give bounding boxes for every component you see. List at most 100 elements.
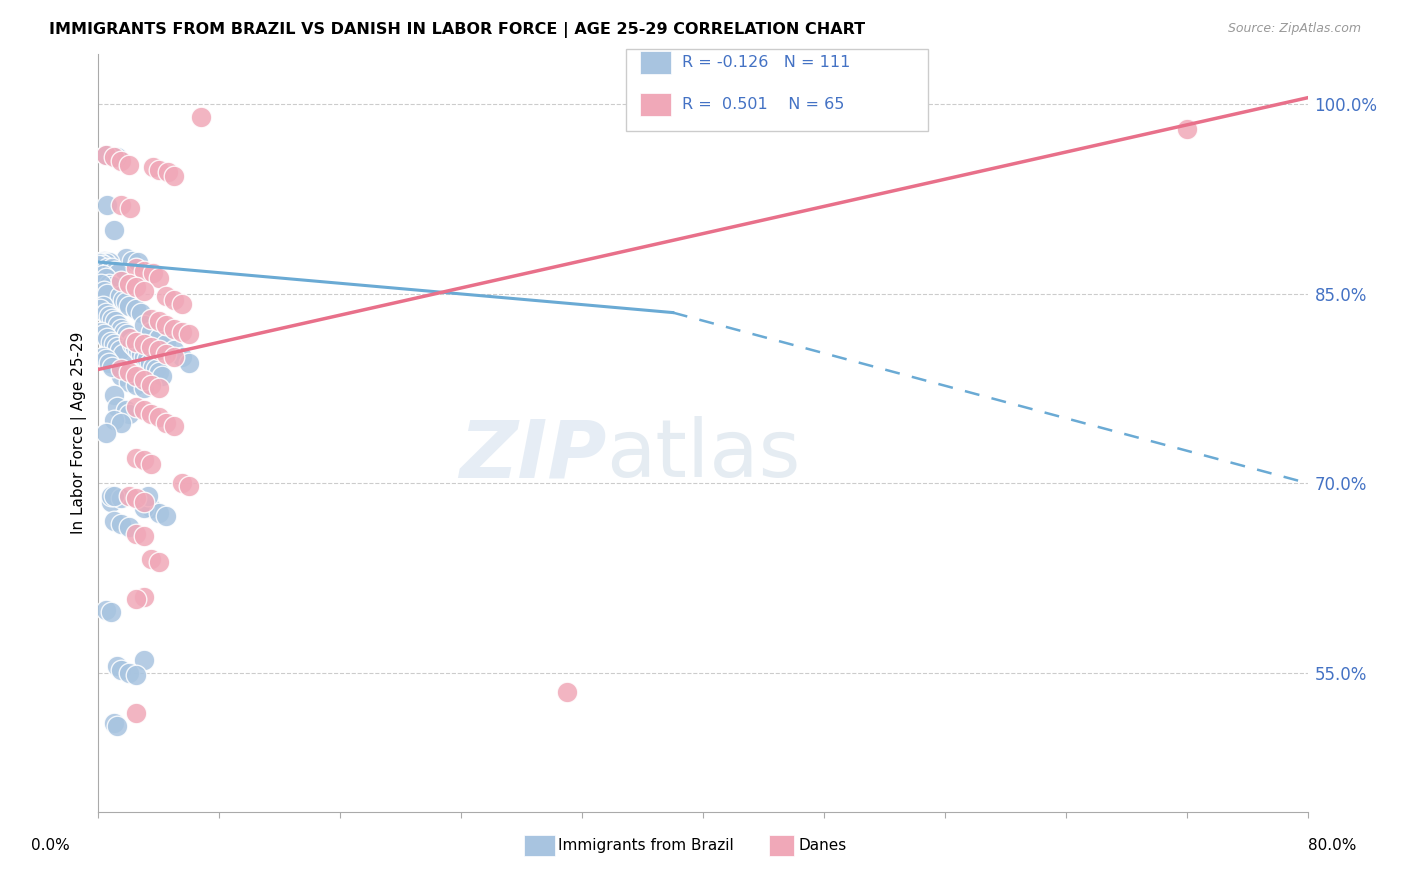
Point: [163, 343, 186, 358]
Point: [163, 293, 186, 307]
Point: [114, 403, 136, 417]
Point: [108, 289, 131, 303]
Point: [170, 350, 193, 364]
Point: [110, 153, 132, 168]
Point: [129, 347, 152, 361]
Point: [107, 318, 129, 333]
Point: [125, 592, 148, 607]
Point: [150, 368, 173, 383]
Point: [96, 331, 118, 345]
Text: atlas: atlas: [606, 417, 800, 494]
Point: [105, 719, 128, 733]
Point: [94, 256, 117, 270]
Point: [142, 161, 165, 175]
Point: [105, 401, 128, 415]
Point: [125, 526, 148, 541]
Text: Immigrants from Brazil: Immigrants from Brazil: [558, 838, 734, 853]
Point: [155, 289, 177, 303]
Point: [148, 554, 170, 569]
Point: [125, 401, 148, 415]
Point: [90, 255, 112, 269]
Point: [121, 253, 143, 268]
Point: [170, 325, 193, 339]
Point: [100, 495, 122, 509]
Point: [110, 362, 132, 376]
Point: [110, 322, 132, 336]
Point: [179, 327, 201, 342]
Point: [103, 514, 125, 528]
Point: [93, 253, 115, 268]
Point: [1175, 122, 1198, 136]
Point: [103, 489, 125, 503]
Point: [115, 327, 138, 342]
Point: [125, 301, 148, 316]
Point: [141, 407, 163, 421]
Point: [105, 340, 128, 354]
Point: [100, 489, 122, 503]
Point: [91, 258, 114, 272]
Point: [155, 337, 177, 351]
Point: [125, 706, 148, 721]
Point: [107, 266, 129, 280]
Point: [111, 293, 134, 307]
Point: [141, 457, 163, 471]
Point: [132, 381, 155, 395]
Point: [101, 312, 124, 326]
Point: [139, 356, 162, 370]
Point: [132, 264, 155, 278]
Point: [127, 343, 149, 358]
Point: [103, 413, 125, 427]
Point: [179, 356, 201, 370]
Point: [141, 552, 163, 566]
Point: [148, 410, 170, 425]
Point: [125, 261, 148, 276]
Point: [100, 334, 122, 349]
Point: [141, 312, 163, 326]
Point: [96, 286, 118, 301]
Point: [101, 359, 124, 374]
Point: [93, 327, 115, 342]
Point: [91, 299, 114, 313]
Point: [108, 343, 131, 358]
Y-axis label: In Labor Force | Age 25-29: In Labor Force | Age 25-29: [72, 332, 87, 533]
Text: 80.0%: 80.0%: [1309, 838, 1357, 853]
Point: [89, 256, 111, 270]
Point: [148, 343, 170, 358]
Point: [132, 337, 155, 351]
Point: [105, 150, 128, 164]
Point: [148, 162, 170, 177]
Point: [156, 165, 179, 179]
Point: [135, 352, 157, 367]
Point: [163, 322, 186, 336]
Point: [90, 277, 112, 291]
Point: [100, 605, 122, 619]
Text: R = -0.126   N = 111: R = -0.126 N = 111: [682, 55, 851, 70]
Text: IMMIGRANTS FROM BRAZIL VS DANISH IN LABOR FORCE | AGE 25-29 CORRELATION CHART: IMMIGRANTS FROM BRAZIL VS DANISH IN LABO…: [49, 22, 865, 38]
Point: [132, 453, 155, 467]
Point: [145, 362, 167, 376]
Point: [110, 663, 132, 677]
Text: ZIP: ZIP: [458, 417, 606, 494]
Point: [125, 334, 148, 349]
Point: [163, 169, 186, 183]
Point: [94, 602, 117, 616]
Point: [142, 266, 165, 280]
Point: [125, 491, 148, 506]
Point: [91, 268, 114, 282]
Point: [94, 425, 117, 440]
Point: [170, 296, 193, 311]
Point: [98, 310, 121, 324]
Point: [141, 377, 163, 392]
Point: [132, 350, 155, 364]
Text: Danes: Danes: [799, 838, 846, 853]
Point: [555, 684, 578, 698]
Point: [94, 305, 117, 319]
Point: [125, 377, 148, 392]
Point: [163, 419, 186, 434]
Point: [124, 340, 146, 354]
Point: [155, 347, 177, 361]
Point: [98, 255, 121, 269]
Point: [104, 314, 127, 328]
Point: [101, 279, 124, 293]
Point: [141, 501, 163, 516]
